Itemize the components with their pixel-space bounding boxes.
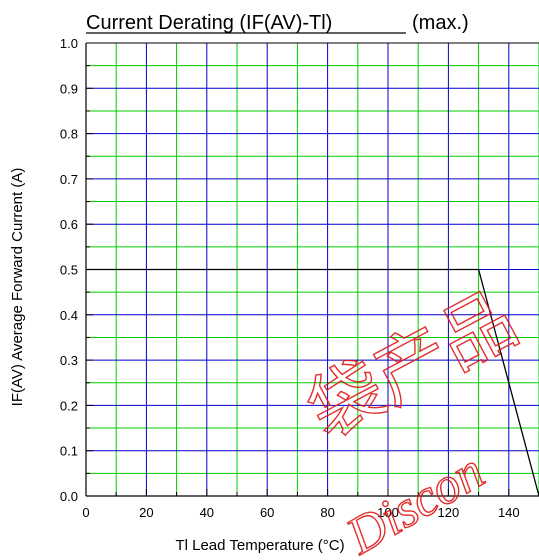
y-tick-label: 0.1	[60, 444, 78, 459]
x-tick-label: 140	[498, 505, 520, 520]
y-tick-label: 0.8	[60, 127, 78, 142]
y-tick-label: 0.9	[60, 81, 78, 96]
x-axis-label: Tl Lead Temperature (°C)	[175, 537, 344, 554]
y-tick-label: 0.5	[60, 263, 78, 278]
x-tick-label: 100	[377, 505, 399, 520]
x-tick-label: 60	[260, 505, 274, 520]
watermark-text: Discon	[337, 442, 494, 560]
y-tick-label: 0.0	[60, 489, 78, 504]
y-tick-label: 1.0	[60, 36, 78, 51]
y-tick-label: 0.2	[60, 398, 78, 413]
tick-labels: 0 20 40 60 80 100 120 140 0.0 0.1 0.2 0.3 0.4 0.5 0.6 0…	[60, 36, 520, 520]
x-tick-label: 80	[320, 505, 334, 520]
derating-curve	[86, 268, 539, 497]
x-tick-label: 20	[139, 505, 153, 520]
chart-title: Current Derating (IF(AV)-Tl)	[86, 12, 332, 34]
chart-title-suffix: (max.)	[412, 12, 469, 34]
y-tick-label: 0.4	[60, 308, 78, 323]
series-layer	[86, 268, 539, 497]
y-tick-label: 0.6	[60, 217, 78, 232]
y-tick-label: 0.3	[60, 353, 78, 368]
x-tick-label: 0	[82, 505, 89, 520]
y-tick-label: 0.7	[60, 172, 78, 187]
y-axis-label: IF(AV) Average Forward Current (A)	[9, 168, 26, 407]
x-tick-label: 120	[438, 505, 460, 520]
x-tick-label: 40	[200, 505, 214, 520]
grid-layer	[85, 42, 539, 497]
